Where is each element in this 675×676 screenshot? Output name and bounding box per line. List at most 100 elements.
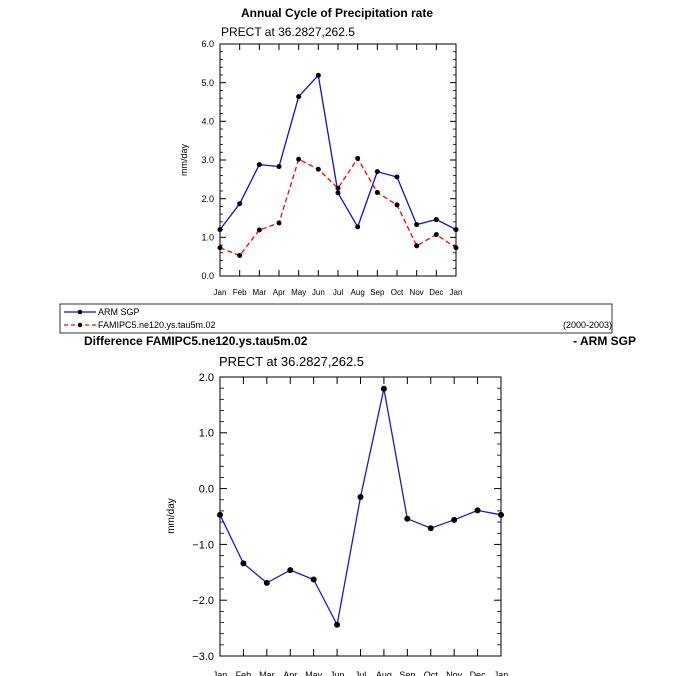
series-2-point [276, 220, 282, 226]
x-tick-label: Apr [283, 670, 297, 676]
legend-box [59, 303, 613, 334]
series-1-point [451, 516, 458, 523]
x-tick-label: Jul [355, 670, 367, 676]
series-2-point [315, 166, 321, 172]
top-chart-ylabel: mm/day [179, 144, 189, 177]
x-tick-label: Jan [494, 670, 509, 676]
legend-marker-model [77, 322, 83, 328]
series-1-point [427, 525, 434, 532]
y-tick-label: −3.0 [192, 651, 214, 663]
top-chart-subtitle: PRECT at 36.2827,262.5 [221, 25, 355, 39]
legend-entry-obs: ARM SGP [64, 307, 140, 317]
series-1-point [276, 164, 282, 170]
top-plot-frame [219, 43, 457, 277]
series-2-point [237, 253, 243, 259]
x-tick-label: Nov [446, 670, 463, 676]
series-1-point [237, 201, 243, 207]
x-tick-label: Jan [450, 288, 463, 297]
series-1-point [335, 190, 341, 196]
series-1-point [263, 579, 270, 586]
legend-label-model: FAMIPC5.ne120.ys.tau5m.02 [98, 320, 216, 330]
series-1-point [315, 72, 321, 78]
bottom-chart-subtitle: PRECT at 36.2827,262.5 [219, 354, 364, 369]
x-tick-label: Feb [236, 670, 252, 676]
series-1-point [414, 222, 420, 228]
bottom-chart-title-right: - ARM SGP [573, 334, 636, 348]
x-tick-label: May [291, 288, 306, 297]
series-1-point [217, 227, 223, 233]
y-tick-label: 2.0 [201, 194, 214, 204]
series-2-point [256, 227, 262, 233]
bottom-chart-ylabel: mm/day [166, 498, 177, 534]
series-2-point [374, 189, 380, 195]
x-tick-label: Oct [391, 288, 404, 297]
series-line-1 [219, 73, 457, 231]
legend-entry-model: FAMIPC5.ne120.ys.tau5m.02 [64, 320, 216, 330]
series-1-point [310, 576, 317, 583]
series-2-point [433, 232, 439, 238]
series-1-point [374, 169, 380, 175]
series-2-point [335, 185, 341, 191]
y-tick-label: 5.0 [201, 78, 214, 88]
bottom-chart-series [217, 385, 504, 628]
x-tick-label: Jul [333, 288, 343, 297]
series-1-point [287, 567, 294, 574]
series-2-point [414, 243, 420, 249]
x-tick-label: Dec [470, 670, 487, 676]
series-2-point [394, 202, 400, 208]
series-2-point [453, 245, 459, 251]
x-tick-label: Dec [429, 288, 443, 297]
y-tick-label: −2.0 [192, 595, 214, 607]
series-2-point [355, 155, 361, 161]
y-tick-label: 3.0 [201, 155, 214, 165]
series-1-point [474, 507, 481, 514]
bottom-plot-frame [219, 376, 502, 657]
series-line-1 [219, 388, 502, 627]
y-tick-label: 6.0 [201, 39, 214, 49]
series-2-point [296, 156, 302, 162]
y-tick-label: 0.0 [199, 483, 214, 495]
y-tick-label: 1.0 [199, 428, 214, 440]
x-tick-label: Sep [399, 670, 415, 676]
legend-label-obs: ARM SGP [98, 307, 140, 317]
y-tick-label: 2.0 [199, 372, 214, 384]
x-tick-label: Feb [233, 288, 247, 297]
y-tick-label: −1.0 [192, 539, 214, 551]
top-chart-ticks: Jan Feb Mar Apr May Jun Jul Aug Sep Oct Nov Dec Jan0… [201, 39, 462, 297]
x-tick-label: Aug [351, 288, 365, 297]
series-1-point [296, 94, 302, 100]
x-tick-label: Oct [424, 670, 439, 676]
x-tick-label: Mar [252, 288, 266, 297]
x-tick-label: Aug [376, 670, 392, 676]
top-chart-series [217, 72, 459, 259]
x-tick-label: Jan [214, 288, 227, 297]
x-tick-label: Jan [213, 670, 228, 676]
x-tick-label: Mar [259, 670, 275, 676]
series-1-point [404, 515, 411, 522]
y-tick-label: 1.0 [201, 232, 214, 242]
series-1-point [357, 493, 364, 500]
series-1-point [334, 621, 341, 628]
y-tick-label: 4.0 [201, 116, 214, 126]
top-chart-title: Annual Cycle of Precipitation rate [241, 6, 433, 20]
bottom-chart-ticks: Jan Feb Mar Apr May Jun Jul Aug Sep Oct Nov Dec Jan −… [192, 372, 508, 676]
legend-period: (2000-2003) [563, 320, 612, 330]
series-1-point [498, 511, 504, 518]
series-2-point [217, 245, 223, 251]
series-1-point [256, 162, 262, 168]
x-tick-label: Jun [330, 670, 345, 676]
legend-marker-obs [77, 309, 83, 315]
x-tick-label: Jun [312, 288, 325, 297]
y-tick-label: 0.0 [201, 271, 214, 281]
series-1-point [240, 560, 247, 567]
bottom-chart-title: Difference FAMIPC5.ne120.ys.tau5m.02 [84, 334, 308, 348]
x-tick-label: Nov [410, 288, 424, 297]
x-tick-label: Apr [273, 288, 286, 297]
series-1-point [217, 511, 223, 518]
series-1-point [380, 385, 387, 392]
series-1-point [453, 227, 459, 233]
series-1-point [394, 174, 400, 180]
series-1-point [433, 217, 439, 223]
x-tick-label: May [305, 670, 323, 676]
